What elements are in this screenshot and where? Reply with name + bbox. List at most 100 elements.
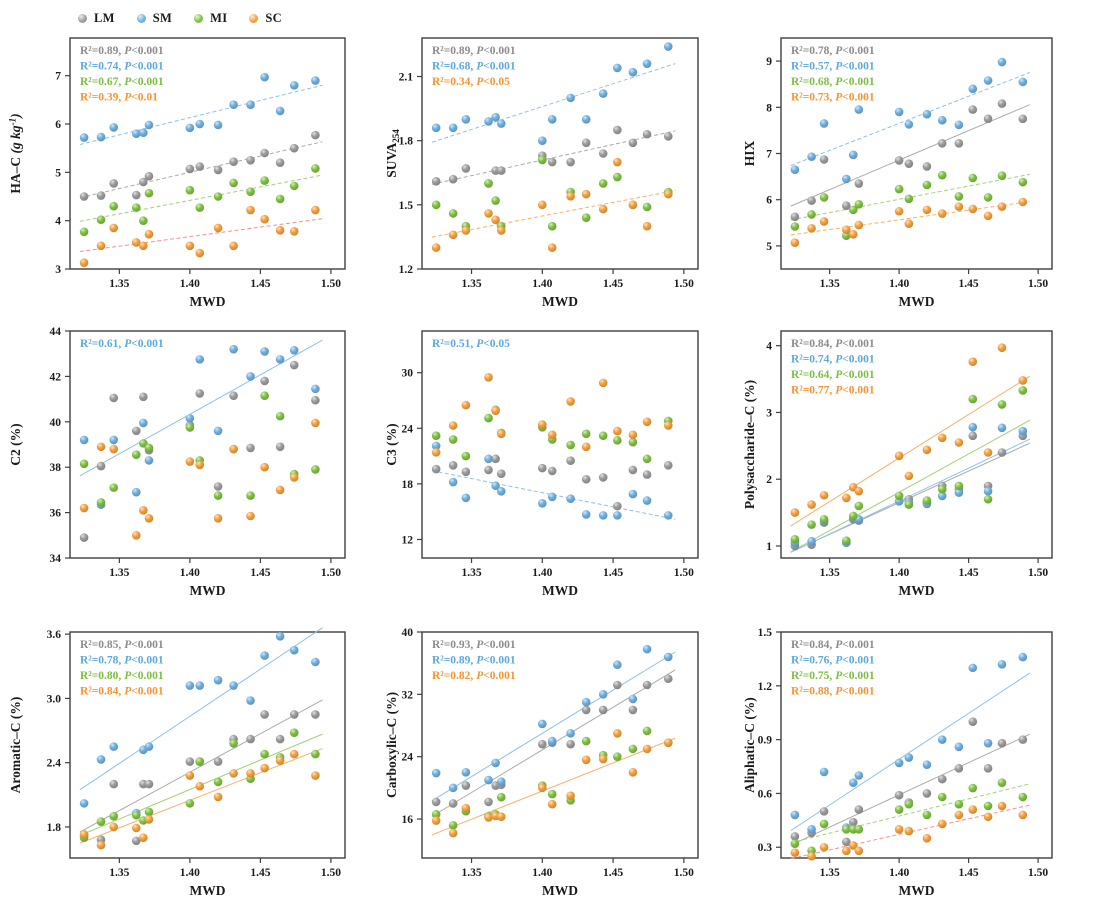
data-point [213,675,223,685]
data-point [628,437,638,447]
legend: LM SM MI SC [78,11,282,26]
data-point [311,76,320,85]
panel-annotations: R²=0.85, P<0.001 R²=0.78, P<0.001 R²=0.80,… [80,639,164,698]
data-point [491,758,500,768]
data-point [628,705,638,715]
scatter-plot-svg: 1.35 1.40 1.45 1.50 MWD 3 4 5 6 7 HA–C (g kg-1) R²=… [8,37,346,309]
y-tick-label: 7 [55,71,61,83]
data-point [538,463,547,473]
data-point [246,734,255,744]
data-point [983,448,993,457]
data-point [968,663,978,673]
data-point [195,757,205,766]
data-point [968,105,978,114]
trend-line-mi [790,783,1030,844]
data-point [448,209,458,218]
x-tick-label: 1.45 [959,278,979,290]
data-point [854,105,864,114]
trend-line-sc [790,375,1031,527]
data-point [79,799,89,808]
stats-annotation: R²=0.39, P<0.01 [80,92,158,104]
legend-marker-icon [249,14,259,23]
scatter-plot-svg: 1.35 1.40 1.45 1.50 MWD 1.2 1.5 1.8 2.1 SUVA254 R²… [384,37,699,309]
data-point [275,734,285,744]
data-point [842,837,851,847]
data-point [997,202,1007,211]
data-point [663,132,673,141]
data-point [96,498,106,507]
x-tick-label: 1.50 [321,278,341,290]
panel-carboxylic-c: 1.35 1.40 1.45 1.50 MWD 16 24 32 40 Carboxylic–C … [370,610,740,919]
stats-annotation: R²=0.74, P<0.001 [80,61,164,73]
data-point [848,511,858,521]
scatter-plot-svg: 1.35 1.40 1.45 1.50 MWD 1 2 3 4 Polysaccharide–C … [742,330,1053,598]
trend-line-mi [790,419,1031,553]
data-point [997,738,1007,748]
series-sc [431,157,673,252]
data-point [663,189,673,199]
data-point [461,781,471,790]
data-point [96,840,106,850]
data-point [598,431,608,440]
data-point [547,466,557,476]
plot-frame [421,330,699,559]
y-tick-label: 40 [402,627,414,639]
trend-line-lm [79,699,323,833]
y-axis-label: Aromatic–C (%) [8,697,23,794]
plot-frame [69,330,346,559]
legend-marker-icon [136,14,146,23]
data-point [790,848,800,857]
data-point [139,506,148,515]
data-point [246,443,255,453]
y-tick-label: 1.5 [399,200,414,212]
data-point [496,166,506,175]
data-point [642,726,652,736]
data-point [275,106,285,116]
data-point [566,157,575,167]
data-point [937,433,947,443]
data-point [1018,792,1028,802]
data-point [894,107,904,117]
data-point [131,190,141,200]
data-point [311,205,320,215]
trend-line-sc [431,190,676,238]
data-point [1018,386,1028,395]
data-point [185,799,195,808]
stats-annotation: R²=0.78, P<0.001 [80,655,164,667]
y-tick-label: 12 [402,534,414,546]
data-point [96,241,106,251]
data-point [289,473,299,482]
y-tick-label: 42 [50,371,62,383]
scatter-plot-svg: 1.35 1.40 1.45 1.50 MWD 1.8 2.4 3.0 3.6 Aromatic–… [8,627,346,898]
data-point [144,120,154,130]
y-tick-label: 1.5 [758,627,773,639]
panel-c2: 1.35 1.40 1.45 1.50 MWD 34 36 38 40 42 44 C2 (%) R²=… [0,310,370,615]
y-tick-label: 24 [402,423,414,435]
data-point [854,846,864,856]
stats-annotation: R²=0.89, P<0.001 [432,45,516,57]
data-point [904,799,914,809]
data-point [109,435,119,445]
data-point [642,496,652,505]
data-point [613,172,622,182]
data-point [139,833,148,842]
legend-item-mi: MI [194,11,227,26]
data-point [613,680,622,690]
data-point [431,816,441,825]
data-point [894,790,904,800]
data-point [96,817,106,826]
data-point [260,651,269,660]
data-point [997,423,1007,433]
x-tick-label: 1.35 [461,278,481,290]
data-point [246,491,255,500]
scatter-plot-svg: 1.35 1.40 1.45 1.50 MWD 34 36 38 40 42 44 C2 (%) R²=… [8,326,346,598]
data-point [246,187,255,196]
data-point [448,123,458,133]
series-mi [790,386,1028,545]
plot-frame [421,631,699,859]
data-point [790,832,800,841]
panel-annotations: R²=0.78, P<0.001 R²=0.57, P<0.001 R²=0.68,… [791,45,875,104]
data-point [491,481,500,491]
stats-annotation: R²=0.76, P<0.001 [791,655,875,667]
data-point [954,799,964,809]
